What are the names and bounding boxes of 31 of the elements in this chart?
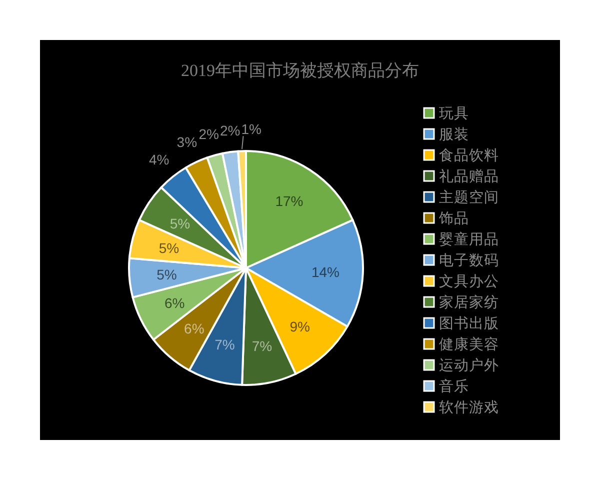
legend-label: 健康美容 — [439, 336, 499, 353]
legend-label: 婴童用品 — [439, 231, 499, 248]
data-label: 6% — [184, 320, 204, 336]
legend-label: 家居家纺 — [439, 294, 499, 311]
data-label: 2% — [198, 126, 220, 142]
legend-label: 图书出版 — [439, 315, 499, 332]
legend-label: 礼品赠品 — [439, 168, 499, 185]
legend-label: 电子数码 — [439, 252, 499, 269]
legend-label: 食品饮料 — [439, 147, 499, 164]
data-label: 5% — [170, 216, 190, 232]
legend-label: 软件游戏 — [439, 399, 499, 416]
data-label: 2% — [220, 122, 240, 138]
data-label: 7% — [252, 338, 272, 354]
legend-label: 文具办公 — [439, 273, 499, 290]
data-label: 6% — [164, 295, 185, 312]
data-label: 17% — [275, 193, 304, 210]
legend-label: 饰品 — [438, 210, 469, 227]
legend-label: 主题空间 — [439, 189, 499, 206]
legend-label: 音乐 — [439, 378, 469, 395]
legend-label: 玩具 — [439, 106, 469, 122]
data-label: 5% — [158, 240, 180, 256]
data-label: 9% — [290, 318, 310, 335]
data-label: 14% — [311, 264, 340, 280]
legend-label: 服装 — [439, 126, 469, 143]
legend-label: 运动户外 — [439, 357, 499, 374]
data-label: 5% — [156, 266, 177, 283]
data-label: 4% — [148, 152, 170, 168]
data-label: 7% — [214, 336, 235, 353]
data-label: 3% — [176, 134, 198, 150]
title: 2019年中国市场被授权商品分布 — [181, 61, 419, 80]
data-label: 1% — [241, 121, 262, 138]
